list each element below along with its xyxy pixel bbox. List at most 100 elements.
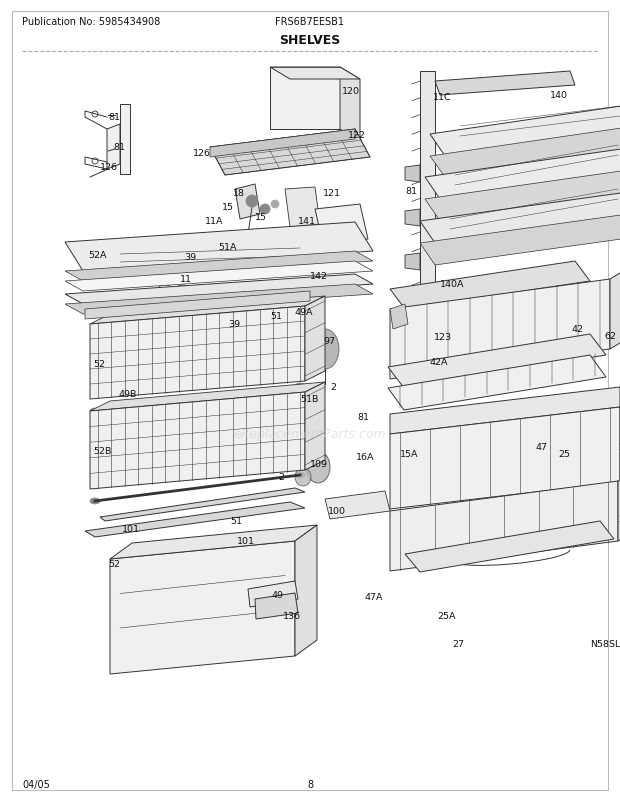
Polygon shape xyxy=(610,268,620,350)
Polygon shape xyxy=(388,355,606,411)
Polygon shape xyxy=(618,469,620,541)
Polygon shape xyxy=(340,68,360,142)
Text: 126: 126 xyxy=(193,148,211,157)
Text: 42A: 42A xyxy=(430,358,448,367)
Text: 101: 101 xyxy=(237,537,255,546)
Text: 123: 123 xyxy=(434,333,452,342)
Polygon shape xyxy=(430,105,620,157)
Polygon shape xyxy=(405,521,614,573)
Text: 2: 2 xyxy=(278,473,284,482)
Text: 15: 15 xyxy=(255,213,267,221)
Text: 97: 97 xyxy=(323,337,335,346)
Text: Publication No: 5985434908: Publication No: 5985434908 xyxy=(22,17,160,27)
Text: 11A: 11A xyxy=(205,217,223,226)
Circle shape xyxy=(246,196,258,208)
Text: 126: 126 xyxy=(100,164,118,172)
Polygon shape xyxy=(425,170,620,221)
Polygon shape xyxy=(315,205,368,245)
Polygon shape xyxy=(110,541,295,674)
Polygon shape xyxy=(405,166,420,183)
Polygon shape xyxy=(65,285,373,314)
Polygon shape xyxy=(90,297,325,325)
Polygon shape xyxy=(110,525,317,559)
Text: 18: 18 xyxy=(233,189,245,198)
Ellipse shape xyxy=(90,408,100,415)
Text: 140: 140 xyxy=(550,91,568,99)
Ellipse shape xyxy=(295,472,305,479)
Text: 52: 52 xyxy=(93,360,105,369)
Text: 52A: 52A xyxy=(88,250,107,259)
Polygon shape xyxy=(435,72,575,96)
Text: 15A: 15A xyxy=(400,450,419,459)
Text: 26A: 26A xyxy=(618,443,620,452)
Text: 52: 52 xyxy=(108,560,120,569)
Text: 16A: 16A xyxy=(356,453,374,462)
Polygon shape xyxy=(305,297,325,382)
Polygon shape xyxy=(390,407,620,509)
Text: 42: 42 xyxy=(572,325,584,334)
Text: 15: 15 xyxy=(222,203,234,213)
Polygon shape xyxy=(90,392,305,489)
Text: 136: 136 xyxy=(283,612,301,621)
Text: 47A: 47A xyxy=(365,593,384,602)
Text: eReplacementParts.com: eReplacementParts.com xyxy=(234,428,386,441)
Text: 8: 8 xyxy=(307,779,313,789)
Text: 51: 51 xyxy=(230,516,242,526)
Text: 81: 81 xyxy=(113,144,125,152)
Polygon shape xyxy=(305,383,325,471)
Polygon shape xyxy=(405,210,420,227)
Text: 81: 81 xyxy=(108,113,120,123)
Text: 81: 81 xyxy=(357,413,369,422)
Text: 141: 141 xyxy=(298,217,316,226)
Text: 49: 49 xyxy=(272,591,284,600)
Polygon shape xyxy=(405,253,420,270)
Polygon shape xyxy=(65,223,373,272)
Text: 11: 11 xyxy=(180,275,192,284)
Polygon shape xyxy=(390,280,610,379)
Text: 122: 122 xyxy=(348,131,366,140)
Circle shape xyxy=(260,205,270,215)
Text: 49A: 49A xyxy=(295,308,314,317)
Text: 62: 62 xyxy=(604,332,616,341)
Text: 81: 81 xyxy=(405,187,417,196)
Text: 39: 39 xyxy=(184,253,196,262)
Text: 04/05: 04/05 xyxy=(22,779,50,789)
Circle shape xyxy=(271,200,279,209)
Polygon shape xyxy=(120,105,130,175)
Ellipse shape xyxy=(306,452,330,484)
Polygon shape xyxy=(420,192,620,244)
Polygon shape xyxy=(285,188,320,228)
Text: 51B: 51B xyxy=(300,395,319,404)
Text: 101: 101 xyxy=(122,525,140,534)
Polygon shape xyxy=(235,184,260,220)
Text: 109: 109 xyxy=(310,460,328,469)
Polygon shape xyxy=(390,387,620,435)
Polygon shape xyxy=(210,130,370,176)
Polygon shape xyxy=(248,581,298,607)
Text: FRS6B7EESB1: FRS6B7EESB1 xyxy=(275,17,345,27)
Text: 39: 39 xyxy=(228,320,240,329)
Polygon shape xyxy=(390,261,590,310)
Ellipse shape xyxy=(90,498,100,504)
Text: 26A: 26A xyxy=(618,515,620,524)
Polygon shape xyxy=(65,252,373,282)
Polygon shape xyxy=(420,72,435,310)
Polygon shape xyxy=(390,305,408,330)
Polygon shape xyxy=(90,306,305,399)
Text: 121: 121 xyxy=(323,188,341,197)
Text: 100: 100 xyxy=(328,507,346,516)
Text: N58SLDJBD11: N58SLDJBD11 xyxy=(590,640,620,649)
Ellipse shape xyxy=(295,383,305,390)
Polygon shape xyxy=(85,502,305,537)
Polygon shape xyxy=(430,127,620,178)
Text: 2: 2 xyxy=(330,383,336,392)
Text: 142: 142 xyxy=(310,272,328,282)
Text: 140A: 140A xyxy=(440,280,464,290)
Polygon shape xyxy=(295,525,317,656)
Ellipse shape xyxy=(311,330,339,370)
Text: 120: 120 xyxy=(342,87,360,96)
Text: 11C: 11C xyxy=(433,93,451,103)
Text: 47: 47 xyxy=(536,443,548,452)
Text: 25A: 25A xyxy=(437,612,456,621)
Polygon shape xyxy=(210,130,355,158)
